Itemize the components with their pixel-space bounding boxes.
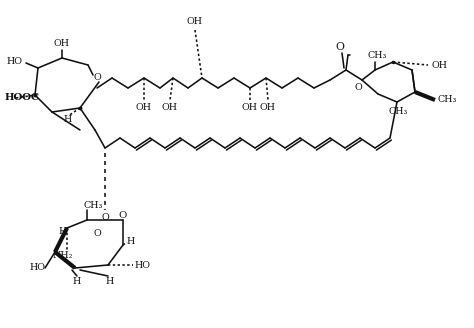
Text: H: H (64, 115, 72, 125)
Text: HO: HO (135, 260, 151, 270)
Text: OH: OH (136, 104, 152, 113)
Text: CH₃: CH₃ (367, 51, 387, 60)
Text: OH: OH (260, 104, 276, 113)
Text: HO: HO (29, 263, 45, 273)
Text: H: H (127, 237, 135, 247)
Text: O: O (354, 84, 362, 92)
Text: OH: OH (162, 104, 178, 113)
Text: O: O (93, 73, 101, 83)
Text: H: H (73, 277, 81, 286)
Text: HO: HO (6, 57, 22, 67)
Text: CH₃: CH₃ (388, 108, 408, 116)
Text: OH: OH (432, 60, 448, 70)
Text: HOOC: HOOC (5, 93, 40, 102)
Text: OH: OH (187, 17, 203, 27)
Text: H: H (106, 277, 114, 286)
Text: OH: OH (54, 39, 70, 49)
Text: O: O (119, 211, 127, 219)
Text: CH₃: CH₃ (438, 95, 457, 105)
Text: CH₃: CH₃ (83, 200, 103, 210)
Text: H: H (59, 228, 67, 236)
Text: O: O (93, 229, 101, 237)
Text: NH₂: NH₂ (53, 251, 73, 259)
Text: O: O (336, 42, 345, 52)
Text: OH: OH (242, 104, 258, 113)
Text: O: O (101, 213, 109, 221)
